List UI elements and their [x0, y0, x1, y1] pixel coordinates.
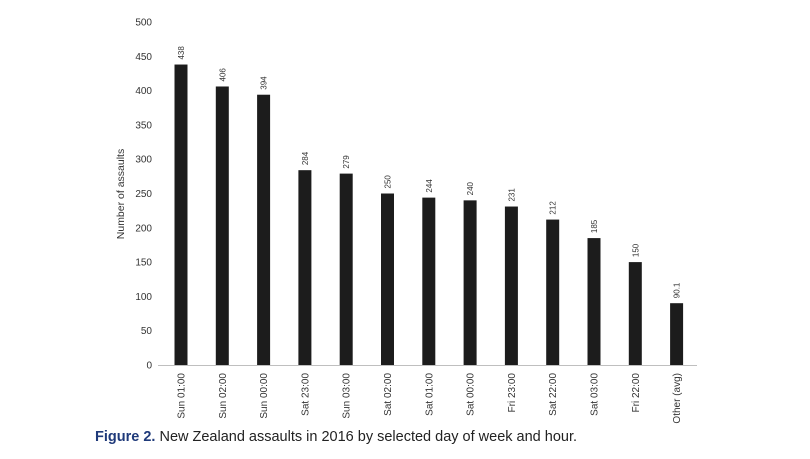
bar: [463, 200, 477, 365]
bar: [628, 262, 642, 365]
x-tick-label: Sat 22:00: [548, 373, 559, 416]
bar: [422, 197, 436, 365]
y-tick-label: 100: [135, 292, 152, 303]
x-tick-label: Sat 02:00: [383, 373, 394, 416]
x-tick-label: Sun 00:00: [259, 373, 270, 419]
data-label: 279: [342, 155, 351, 169]
x-tick-label: Sun 02:00: [218, 373, 229, 419]
y-tick-label: 350: [135, 120, 152, 131]
bar: [298, 170, 312, 365]
x-tick-label: Fri 23:00: [507, 373, 518, 413]
y-tick-label: 300: [135, 155, 152, 166]
data-label: 250: [384, 175, 393, 189]
data-label: 185: [590, 219, 599, 233]
bar: [381, 193, 394, 365]
y-axis-ticks: 0 50 100 150 200 250 300 350 400 450 500: [135, 18, 152, 372]
y-tick-label: 0: [146, 361, 152, 372]
x-axis-tick-labels: Sun 01:00 Sun 02:00 Sun 00:00 Sat 23:00 Sun …: [177, 373, 684, 424]
data-labels: 438 406 394 284 279 250 244 240 231 212 185 150 90.1: [177, 46, 682, 299]
y-tick-label: 450: [135, 52, 152, 63]
data-label: 231: [507, 188, 516, 202]
x-tick-label: Sat 23:00: [300, 373, 311, 416]
x-tick-label: Sun 01:00: [177, 373, 188, 419]
bar: [174, 64, 188, 366]
x-tick-label: Sat 03:00: [590, 373, 601, 416]
data-label: 240: [466, 181, 475, 195]
y-axis-label-group: Number of assaults: [115, 149, 127, 239]
figure-caption-text: New Zealand assaults in 2016 by selected…: [159, 429, 578, 445]
bar: [257, 94, 271, 365]
bar: [504, 206, 518, 365]
x-tick-label: Other (avg): [672, 373, 683, 424]
data-label: 150: [631, 243, 640, 257]
bar: [546, 219, 560, 365]
x-tick-label: Fri 22:00: [631, 373, 642, 413]
figure-caption: Figure 2. New Zealand assaults in 2016 b…: [95, 429, 577, 445]
y-axis-label: Number of assaults: [115, 149, 127, 239]
x-tick-label: Sat 01:00: [424, 373, 435, 416]
bars: [174, 64, 684, 366]
data-label: 212: [549, 201, 558, 215]
data-label: 90.1: [673, 282, 682, 298]
y-tick-label: 500: [135, 18, 152, 29]
bar: [587, 238, 601, 365]
bar: [215, 86, 229, 365]
x-tick-label: Sat 00:00: [466, 373, 477, 416]
y-tick-label: 200: [135, 223, 152, 234]
y-tick-label: 150: [135, 258, 152, 269]
bar: [339, 173, 353, 365]
y-tick-label: 250: [135, 189, 152, 200]
y-tick-label: 50: [141, 326, 153, 337]
data-label: 406: [218, 68, 227, 82]
bar: [670, 303, 684, 365]
data-label: 394: [260, 76, 269, 90]
x-tick-label: Sun 03:00: [342, 373, 353, 419]
bar-chart: Number of assaults 0 50 100 150 200 250 300 350…: [115, 18, 697, 424]
data-label: 438: [177, 46, 186, 60]
data-label: 244: [425, 179, 434, 193]
data-label: 284: [301, 151, 310, 165]
y-tick-label: 400: [135, 86, 152, 97]
figure-label: Figure 2.: [95, 429, 156, 445]
